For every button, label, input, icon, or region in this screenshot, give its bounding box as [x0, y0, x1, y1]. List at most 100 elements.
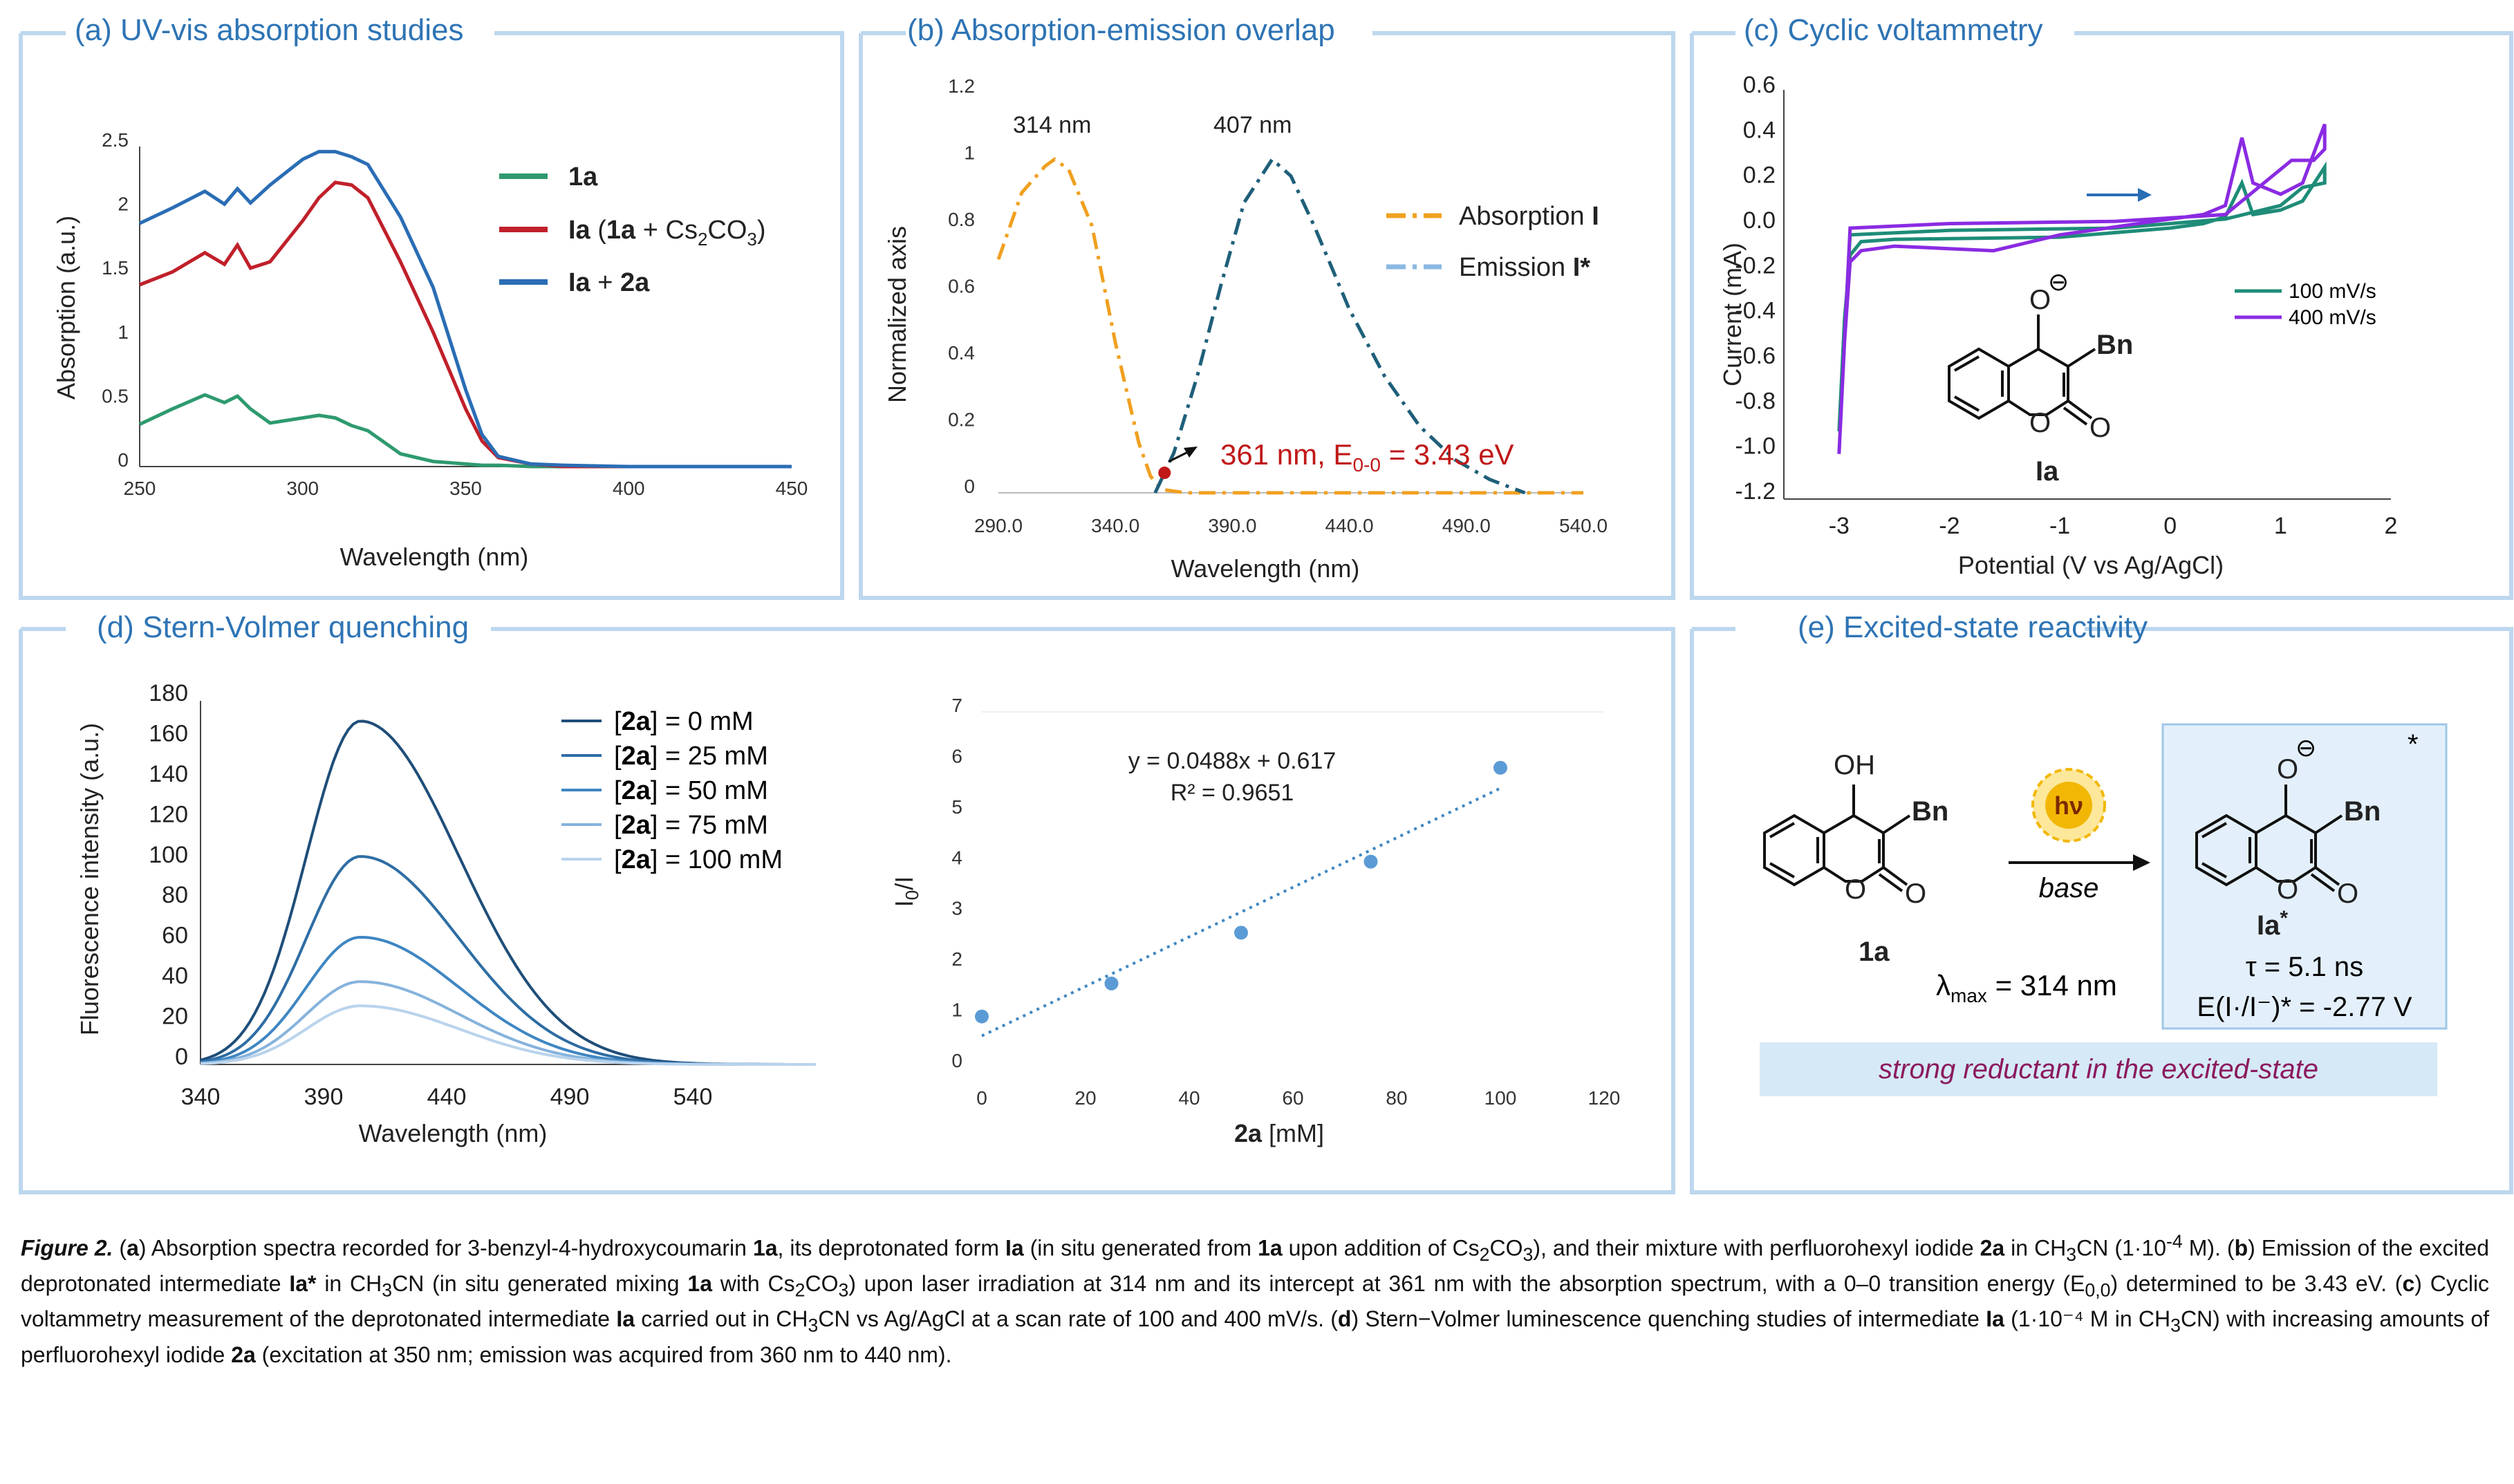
- chart-b-series-1: [1153, 156, 1526, 495]
- atom-Bn-Ia: Bn: [2344, 796, 2381, 827]
- chart-d2-xtick-6: 120: [1588, 1087, 1621, 1109]
- atom-O-minus: O: [2029, 285, 2051, 315]
- chart-d2-xtick-5: 100: [1484, 1087, 1517, 1109]
- chart-d1-series-4: [200, 1004, 816, 1066]
- chart-c-ytick-0: 0.6: [1743, 72, 1776, 98]
- chart-b-ytick-4: 0.8: [948, 209, 975, 230]
- chart-b-legend: Absorption I Emission I*: [1386, 202, 1599, 282]
- molecule-Ia-star: [2195, 785, 2343, 892]
- chart-a-ylabel: Absorption (a.u.): [52, 216, 80, 400]
- chart-d1-ytick-0: 0: [175, 1044, 188, 1070]
- legend-label-Ia: Ia (1a + Cs2CO3): [568, 216, 766, 250]
- legend-label-2: [2a] = 50 mM: [614, 776, 768, 805]
- benzene-ring: [1948, 347, 2010, 420]
- potential-label: E(I·/I⁻)* = -2.77 V: [2197, 992, 2412, 1022]
- chart-b: 0 0.2 0.4 0.6 0.8 1 1.2 290.0 340.0 390.0 440.0 49…: [883, 75, 1608, 583]
- chart-d1-xtick-1: 390: [304, 1084, 344, 1110]
- chart-a-ytick-0: 0: [118, 449, 129, 471]
- chart-b-ytick-0: 0: [964, 476, 975, 497]
- chart-d1-ytick-1: 20: [162, 1004, 188, 1030]
- molecule-Ia: [1948, 314, 2096, 426]
- chart-d2-xtick-3: 60: [1282, 1087, 1303, 1109]
- atom-OH: OH: [1834, 750, 1875, 780]
- chart-c-xtick-3: 0: [2163, 513, 2177, 539]
- chart-d2-ytick-6: 6: [951, 745, 962, 767]
- legend-label-100: 100 mV/s: [2289, 280, 2376, 303]
- chart-a-xlabel: Wavelength (nm): [340, 543, 529, 571]
- data-point-2: [1234, 926, 1248, 940]
- chart-d1-xtick-3: 490: [550, 1084, 590, 1110]
- data-point-0: [975, 1009, 989, 1024]
- chart-b-ytick-5: 1: [964, 142, 975, 164]
- chart-d2-ytick-0: 0: [951, 1050, 962, 1071]
- chart-d1-xtick-4: 540: [673, 1084, 713, 1110]
- chart-d-sternvolmer: 0 1 2 3 4 5 6 7 0 20 40 60 80 100 120 y = 0.0488x + 0…: [890, 695, 1620, 1147]
- chart-d1-xlabel: Wavelength (nm): [359, 1119, 548, 1147]
- chart-c-xlabel: Potential (V vs Ag/AgCl): [1958, 551, 2224, 579]
- atom-O-carbonyl: O: [2089, 413, 2111, 443]
- chart-a-xtick-1: 300: [286, 478, 319, 499]
- chart-d2-xtick-0: 0: [976, 1087, 987, 1109]
- atom-Bn-1a: Bn: [1912, 796, 1948, 827]
- chart-a-xtick-0: 250: [124, 478, 156, 499]
- chart-a-xtick-3: 400: [613, 478, 645, 499]
- chart-d1-ytick-7: 140: [149, 761, 188, 787]
- chart-c-xtick-1: -2: [1939, 513, 1959, 539]
- chart-b-xtick-1: 340.0: [1091, 515, 1139, 536]
- legend-label-Ia-2a: Ia + 2a: [568, 268, 650, 297]
- legend-label-400: 400 mV/s: [2289, 306, 2376, 329]
- molecule-1a: [1763, 785, 1911, 892]
- panel-e-title: (e) Excited-state reactivity: [1798, 610, 2148, 644]
- chart-b-xtick-4: 490.0: [1442, 515, 1491, 536]
- intercept-point: [1158, 467, 1171, 480]
- frame-e: [1690, 627, 2513, 1194]
- chart-d2-xtick-1: 20: [1074, 1087, 1096, 1109]
- chart-d1-series-0: [200, 720, 816, 1066]
- chart-c-ytick-9: -1.2: [1735, 478, 1776, 505]
- frame-a: [19, 31, 844, 600]
- chart-d1-ylabel: Fluorescence intensity (a.u.): [75, 723, 104, 1035]
- panel-d-title: (d) Stern-Volmer quenching: [97, 610, 469, 644]
- chart-b-ytick-1: 0.2: [948, 409, 975, 431]
- molecule-Ia-label: Ia: [2036, 456, 2059, 487]
- chart-b-ytick-6: 1.2: [948, 75, 975, 97]
- chart-d2-ytick-5: 5: [951, 796, 962, 818]
- intercept-label: 361 nm, E0-0 = 3.43 eV: [1220, 438, 1514, 476]
- peak-label-314: 314 nm: [1013, 112, 1091, 138]
- charge-minus: ⊖: [2048, 267, 2069, 296]
- sun-icon: [2031, 768, 2106, 843]
- atom-O-ring: O: [2029, 408, 2051, 438]
- atom-O-minus-Ia: O: [2277, 754, 2298, 785]
- chart-b-xlabel: Wavelength (nm): [1171, 554, 1360, 583]
- chart-d1-ytick-2: 40: [162, 963, 188, 989]
- molecule-Ia-star-label: Ia*: [2257, 907, 2288, 941]
- chart-d2-ytick-2: 2: [951, 948, 962, 970]
- chart-c-ytick-2: 0.2: [1743, 162, 1776, 189]
- chart-a-xtick-4: 450: [776, 478, 808, 499]
- atom-O-carbonyl-Ia: O: [2337, 879, 2358, 909]
- figure-caption: Figure 2. (a) Absorption spectra recorde…: [21, 1231, 2490, 1367]
- chart-c-xtick-4: 1: [2274, 513, 2287, 539]
- molecule-1a-label: 1a: [1859, 937, 1890, 967]
- chart-d2-ytick-7: 7: [951, 695, 962, 716]
- chart-a-legend: 1a Ia (1a + Cs2CO3) Ia + 2a: [499, 162, 766, 297]
- panel-b-title: (b) Absorption-emission overlap: [907, 13, 1335, 47]
- chart-c-ytick-7: -0.8: [1735, 388, 1776, 414]
- chart-d1-legend: [2a] = 0 mM [2a] = 25 mM [2a] = 50 mM [2a] …: [561, 707, 783, 874]
- banner-box: [1760, 1042, 2437, 1096]
- legend-label-4: [2a] = 100 mM: [614, 845, 783, 874]
- legend-label-0: [2a] = 0 mM: [614, 707, 754, 736]
- panel-frames: [19, 31, 2513, 1194]
- chart-d1-ytick-3: 60: [162, 923, 188, 949]
- data-point-1: [1104, 976, 1119, 990]
- chart-a-xtick-2: 350: [449, 478, 482, 499]
- legend-label-1: [2a] = 25 mM: [614, 742, 768, 771]
- scheme-e: strong reductant in the excited-state OH…: [1760, 723, 2448, 1096]
- chart-a-ytick-3: 1.5: [102, 257, 129, 279]
- chart-c-series-1: [1837, 123, 2327, 454]
- excited-star: *: [2408, 729, 2419, 760]
- chart-c-legend: 100 mV/s 400 mV/s: [2235, 280, 2376, 329]
- scan-direction-arrowhead: [2138, 188, 2152, 202]
- chart-c-ytick-8: -1.0: [1735, 433, 1776, 460]
- chart-d1-ytick-5: 100: [149, 842, 188, 868]
